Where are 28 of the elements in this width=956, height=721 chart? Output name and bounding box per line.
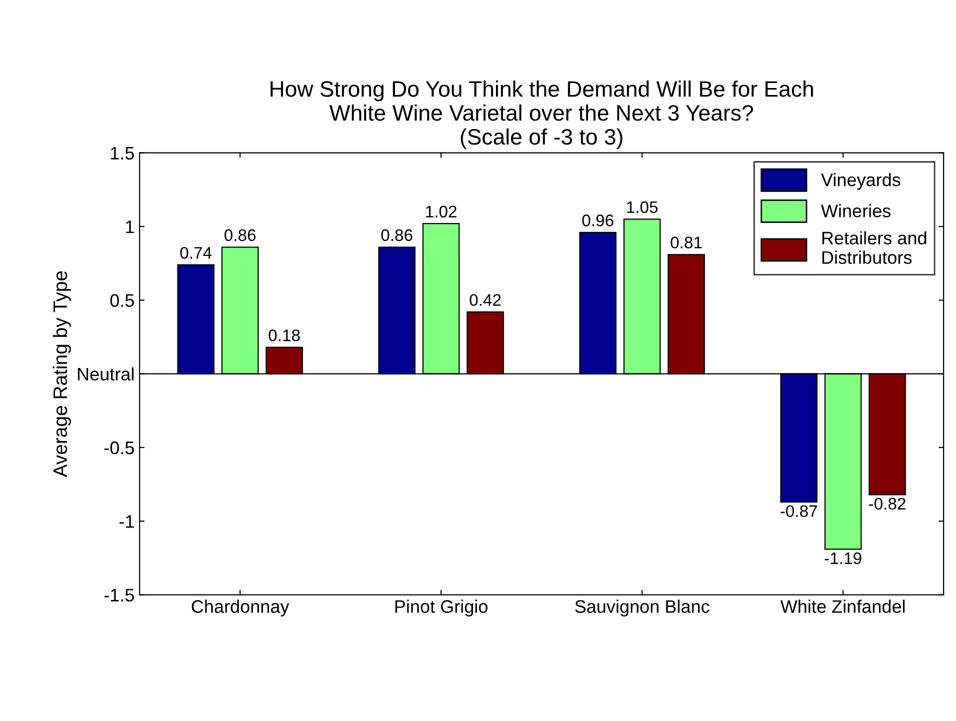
chart-title: How Strong Do You Think the Demand Will Be for Each White Wine Varietal over the Next 3 Years? (Scale of -3 to 3) — [270, 80, 813, 150]
y-tick-label: 1 — [126, 220, 134, 234]
y-tick-label: Neutral — [78, 367, 134, 381]
y-tick-label: -1.5 — [104, 588, 134, 602]
data-label: 0.81 — [670, 236, 702, 248]
data-label: 0.42 — [470, 294, 501, 306]
y-tick-label: -1 — [119, 515, 134, 528]
y-tick-label: 0.5 — [110, 294, 134, 307]
data-label: 0.96 — [582, 214, 614, 226]
data-label: 1.02 — [426, 206, 456, 218]
y-tick-label: -0.5 — [104, 441, 134, 454]
legend-label: Retailers and Distributors — [822, 231, 926, 264]
x-tick-label: White Zinfandel — [780, 600, 905, 613]
y-axis-title: Average Rating by Type — [52, 271, 71, 478]
data-label: -0.82 — [869, 498, 906, 510]
data-label: -1.19 — [824, 552, 862, 564]
data-label: 0.18 — [268, 329, 300, 342]
data-label: -0.87 — [780, 505, 818, 518]
y-tick-label: 1.5 — [110, 146, 134, 160]
x-tick-label: Sauvignon Blanc — [575, 600, 710, 617]
x-tick-label: Chardonnay — [192, 600, 290, 617]
data-label: 1.05 — [627, 201, 658, 214]
data-label: 0.74 — [180, 246, 212, 259]
data-label: 0.86 — [224, 229, 256, 242]
legend-label: Vineyards — [821, 172, 900, 190]
legend-label: Wineries — [821, 204, 891, 218]
data-label: 0.86 — [381, 229, 412, 242]
x-tick-label: Pinot Grigio — [395, 600, 488, 617]
